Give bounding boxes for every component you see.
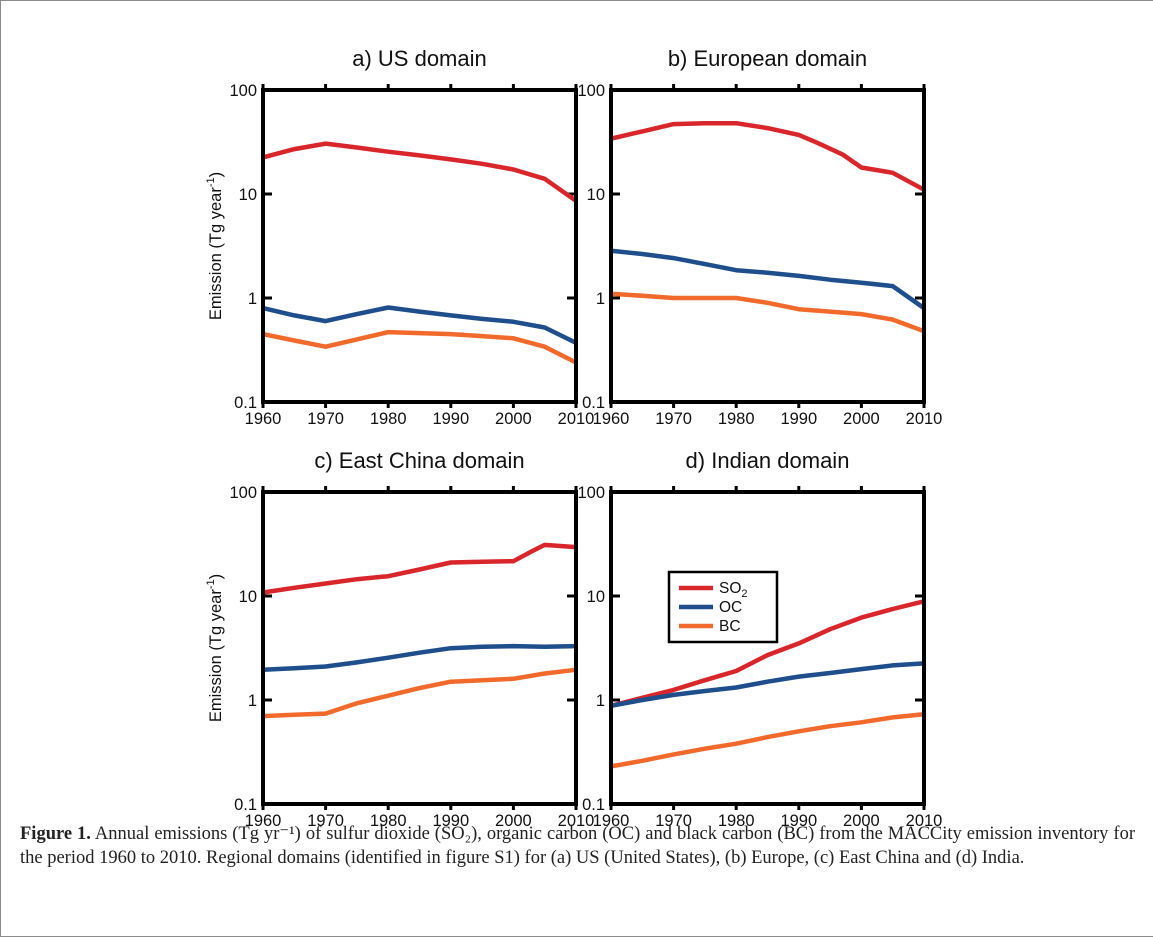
x-tick-label: 1980 [718,812,755,830]
legend-label-main: BC [719,618,741,635]
legend-label-main: OC [719,599,742,616]
x-tick-label: 2000 [843,812,880,830]
x-tick-label: 1990 [780,812,817,830]
y-tick-label: 1 [248,290,257,308]
y-tick-label: 0.1 [582,796,605,814]
series-line-bc [610,711,925,769]
legend-label-so2: SO2 [719,580,748,600]
panel-title: a) US domain [352,46,487,71]
x-tick-label: 2010 [558,410,595,428]
y-tick-label: 10 [587,186,605,204]
caption-label: Figure 1. [20,824,91,844]
x-tick-label: 1990 [780,410,817,428]
caption-text: Annual emissions (Tg yr⁻¹) of sulfur dio… [20,824,1135,868]
series-line-so2 [262,542,577,595]
x-tick-label: 1970 [655,812,692,830]
y-axis-label-end: ) [207,574,225,580]
x-tick-label: 1980 [718,410,755,428]
series-line-bc [262,667,577,719]
y-axis-label-end: ) [207,172,225,178]
y-tick-label: 10 [239,186,257,204]
x-tick-label: 1990 [432,812,469,830]
y-tick-label: 100 [229,484,257,502]
series-line-oc [262,305,577,345]
y-tick-label: 1 [596,692,605,710]
y-tick-label: 100 [229,82,257,100]
series-line-bc [610,291,925,334]
series-line-so2 [610,599,925,708]
chart-panel-3: d) Indian domain 0.1 1 10 100 1960 1970 1980 199… [577,448,942,830]
panel-title: d) Indian domain [686,448,850,473]
x-tick-label: 1960 [245,812,282,830]
chart-panel-2: c) East China domain 0.1 1 10 100 1960 1970 198… [205,448,594,830]
x-tick-label: 1960 [593,410,630,428]
legend-label-oc: OC [719,599,742,616]
x-tick-label: 2010 [906,410,943,428]
panel-title: b) European domain [668,46,867,71]
x-tick-label: 1960 [593,812,630,830]
x-tick-label: 1970 [307,812,344,830]
y-tick-label: 0.1 [234,796,257,814]
x-tick-label: 1990 [432,410,469,428]
x-tick-label: 1960 [245,410,282,428]
plot-area-frame [261,88,578,404]
series-line-so2 [262,141,578,203]
y-tick-label: 0.1 [234,394,257,412]
y-tick-label: 10 [239,588,257,606]
y-tick-label: 100 [577,82,605,100]
plot-area-frame [261,490,578,806]
panel-title: c) East China domain [314,448,524,473]
y-tick-label: 1 [596,290,605,308]
legend-label-main: SO [719,580,741,597]
y-axis-label-sup: -1 [205,177,217,187]
x-tick-label: 1970 [307,410,344,428]
series-line-so2 [610,120,926,192]
x-tick-label: 1980 [370,410,407,428]
x-tick-label: 2010 [906,812,943,830]
y-axis-label-sup: -1 [205,579,217,589]
series-line-oc [610,248,926,310]
y-tick-label: 10 [587,588,605,606]
plot-area-frame [609,88,926,404]
x-tick-label: 2000 [843,410,880,428]
figure-caption: Figure 1. Annual emissions (Tg yr⁻¹) of … [20,822,1135,870]
y-axis-label: Emission (Tg year-1) [205,172,225,320]
x-tick-label: 1980 [370,812,407,830]
y-axis-label-main: Emission (Tg year [207,589,225,722]
chart-panel-0: a) US domain 0.1 1 10 100 1960 1970 1980 1990 200… [205,46,594,428]
x-tick-label: 2000 [495,812,532,830]
series-line-oc [610,661,925,709]
x-tick-label: 2000 [495,410,532,428]
series-line-bc [262,329,578,365]
legend-label-sub: 2 [741,588,747,600]
legend-label-bc: BC [719,618,741,635]
x-tick-label: 1970 [655,410,692,428]
y-tick-label: 0.1 [582,394,605,412]
plot-area-frame [609,490,926,806]
series-line-oc [262,643,577,673]
y-tick-label: 100 [577,484,605,502]
y-tick-label: 1 [248,692,257,710]
y-axis-label-main: Emission (Tg year [207,187,225,320]
x-tick-label: 2010 [558,812,595,830]
y-axis-label: Emission (Tg year-1) [205,574,225,722]
chart-panel-1: b) European domain 0.1 1 10 100 1960 1970 1980 1… [577,46,942,428]
